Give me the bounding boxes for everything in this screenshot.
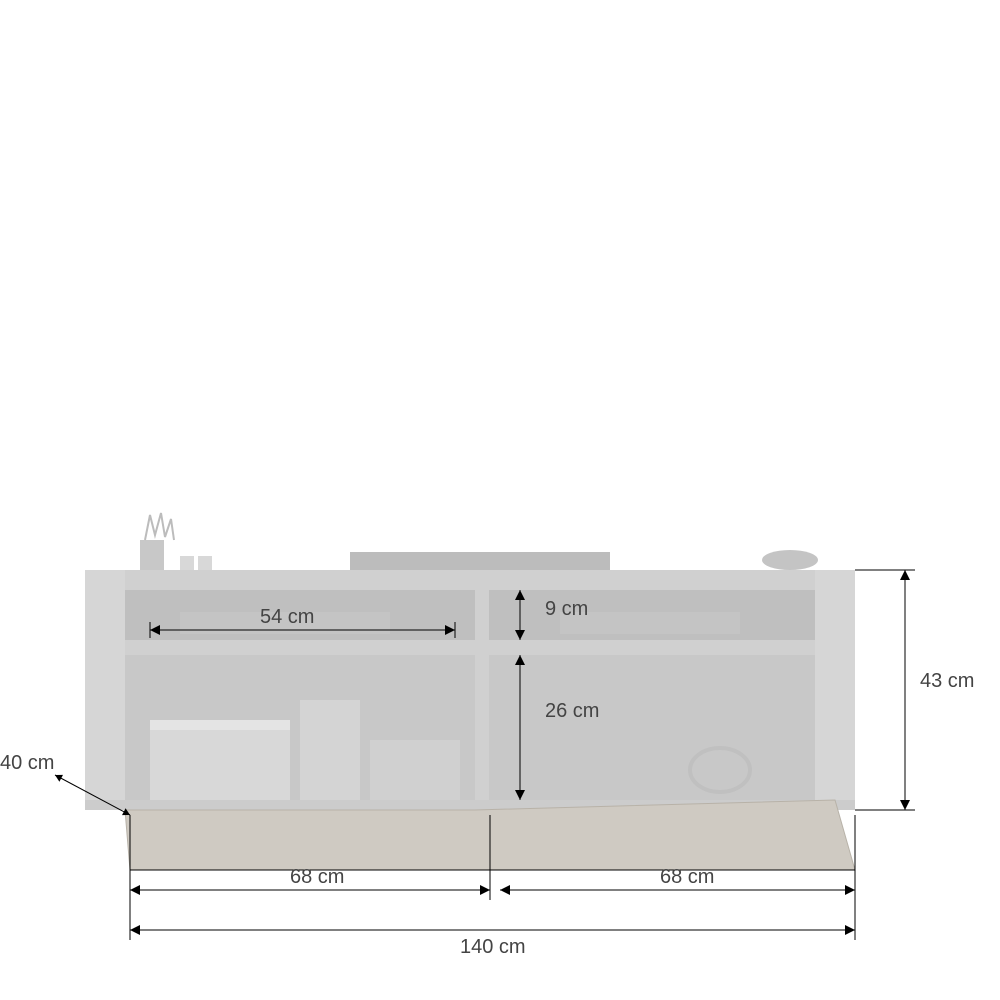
- dim-full-width: 140 cm: [460, 936, 526, 959]
- dim-total-height: 43 cm: [920, 670, 974, 693]
- dim-drawer-height: 26 cm: [545, 700, 599, 723]
- dim-shelf-height: 9 cm: [545, 598, 588, 621]
- dim-shelf-width: 54 cm: [260, 606, 314, 629]
- dim-half-width-left: 68 cm: [290, 866, 344, 889]
- dimension-diagram: 54 cm 9 cm 26 cm 68 cm 68 cm 140 cm 43 c…: [0, 0, 1000, 1000]
- dim-depth: 40 cm: [0, 752, 54, 775]
- dim-half-width-right: 68 cm: [660, 866, 714, 889]
- diagram-svg: [0, 0, 1000, 1000]
